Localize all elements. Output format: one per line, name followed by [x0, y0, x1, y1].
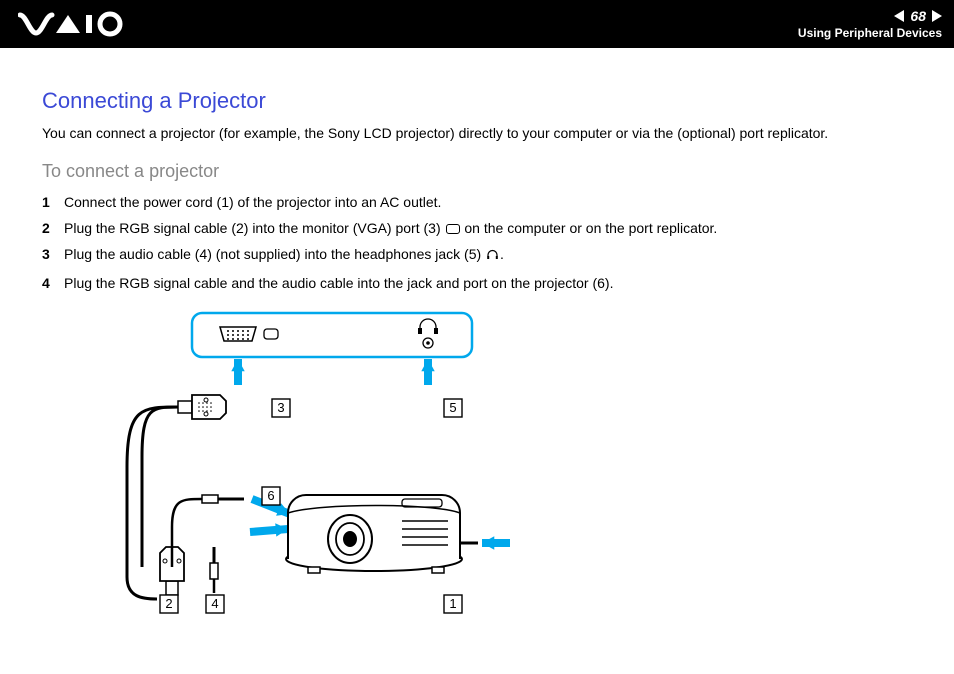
- step-text: Connect the power cord (1) of the projec…: [64, 192, 441, 212]
- steps-list: 1Connect the power cord (1) of the proje…: [42, 192, 912, 293]
- monitor-port-icon: [446, 224, 460, 234]
- page-title: Connecting a Projector: [42, 88, 912, 114]
- page-number: 68: [910, 8, 926, 24]
- step-text: Plug the RGB signal cable and the audio …: [64, 273, 613, 293]
- page-nav: 68: [798, 8, 942, 24]
- connection-diagram: 3 5 6 2 4 1: [102, 307, 912, 622]
- svg-text:3: 3: [277, 400, 284, 415]
- intro-text: You can connect a projector (for example…: [42, 124, 912, 143]
- step-item: 3Plug the audio cable (4) (not supplied)…: [42, 244, 912, 266]
- subheading: To connect a projector: [42, 161, 912, 182]
- step-number: 1: [42, 192, 64, 212]
- page-content: Connecting a Projector You can connect a…: [0, 48, 954, 622]
- next-page-arrow-icon[interactable]: [932, 10, 942, 22]
- svg-text:4: 4: [211, 596, 218, 611]
- step-number: 3: [42, 244, 64, 264]
- svg-text:6: 6: [267, 488, 274, 503]
- step-number: 2: [42, 218, 64, 238]
- svg-text:5: 5: [449, 400, 456, 415]
- prev-page-arrow-icon[interactable]: [894, 10, 904, 22]
- header-bar: 68 Using Peripheral Devices: [0, 0, 954, 48]
- headphones-icon: [486, 246, 499, 266]
- header-right: 68 Using Peripheral Devices: [798, 8, 942, 40]
- step-text: Plug the audio cable (4) (not supplied) …: [64, 244, 504, 266]
- section-label: Using Peripheral Devices: [798, 26, 942, 40]
- step-item: 4Plug the RGB signal cable and the audio…: [42, 273, 912, 293]
- svg-text:2: 2: [165, 596, 172, 611]
- vaio-logo: [18, 11, 128, 37]
- svg-text:1: 1: [449, 596, 456, 611]
- step-text: Plug the RGB signal cable (2) into the m…: [64, 218, 717, 238]
- step-item: 2Plug the RGB signal cable (2) into the …: [42, 218, 912, 238]
- step-number: 4: [42, 273, 64, 293]
- step-item: 1Connect the power cord (1) of the proje…: [42, 192, 912, 212]
